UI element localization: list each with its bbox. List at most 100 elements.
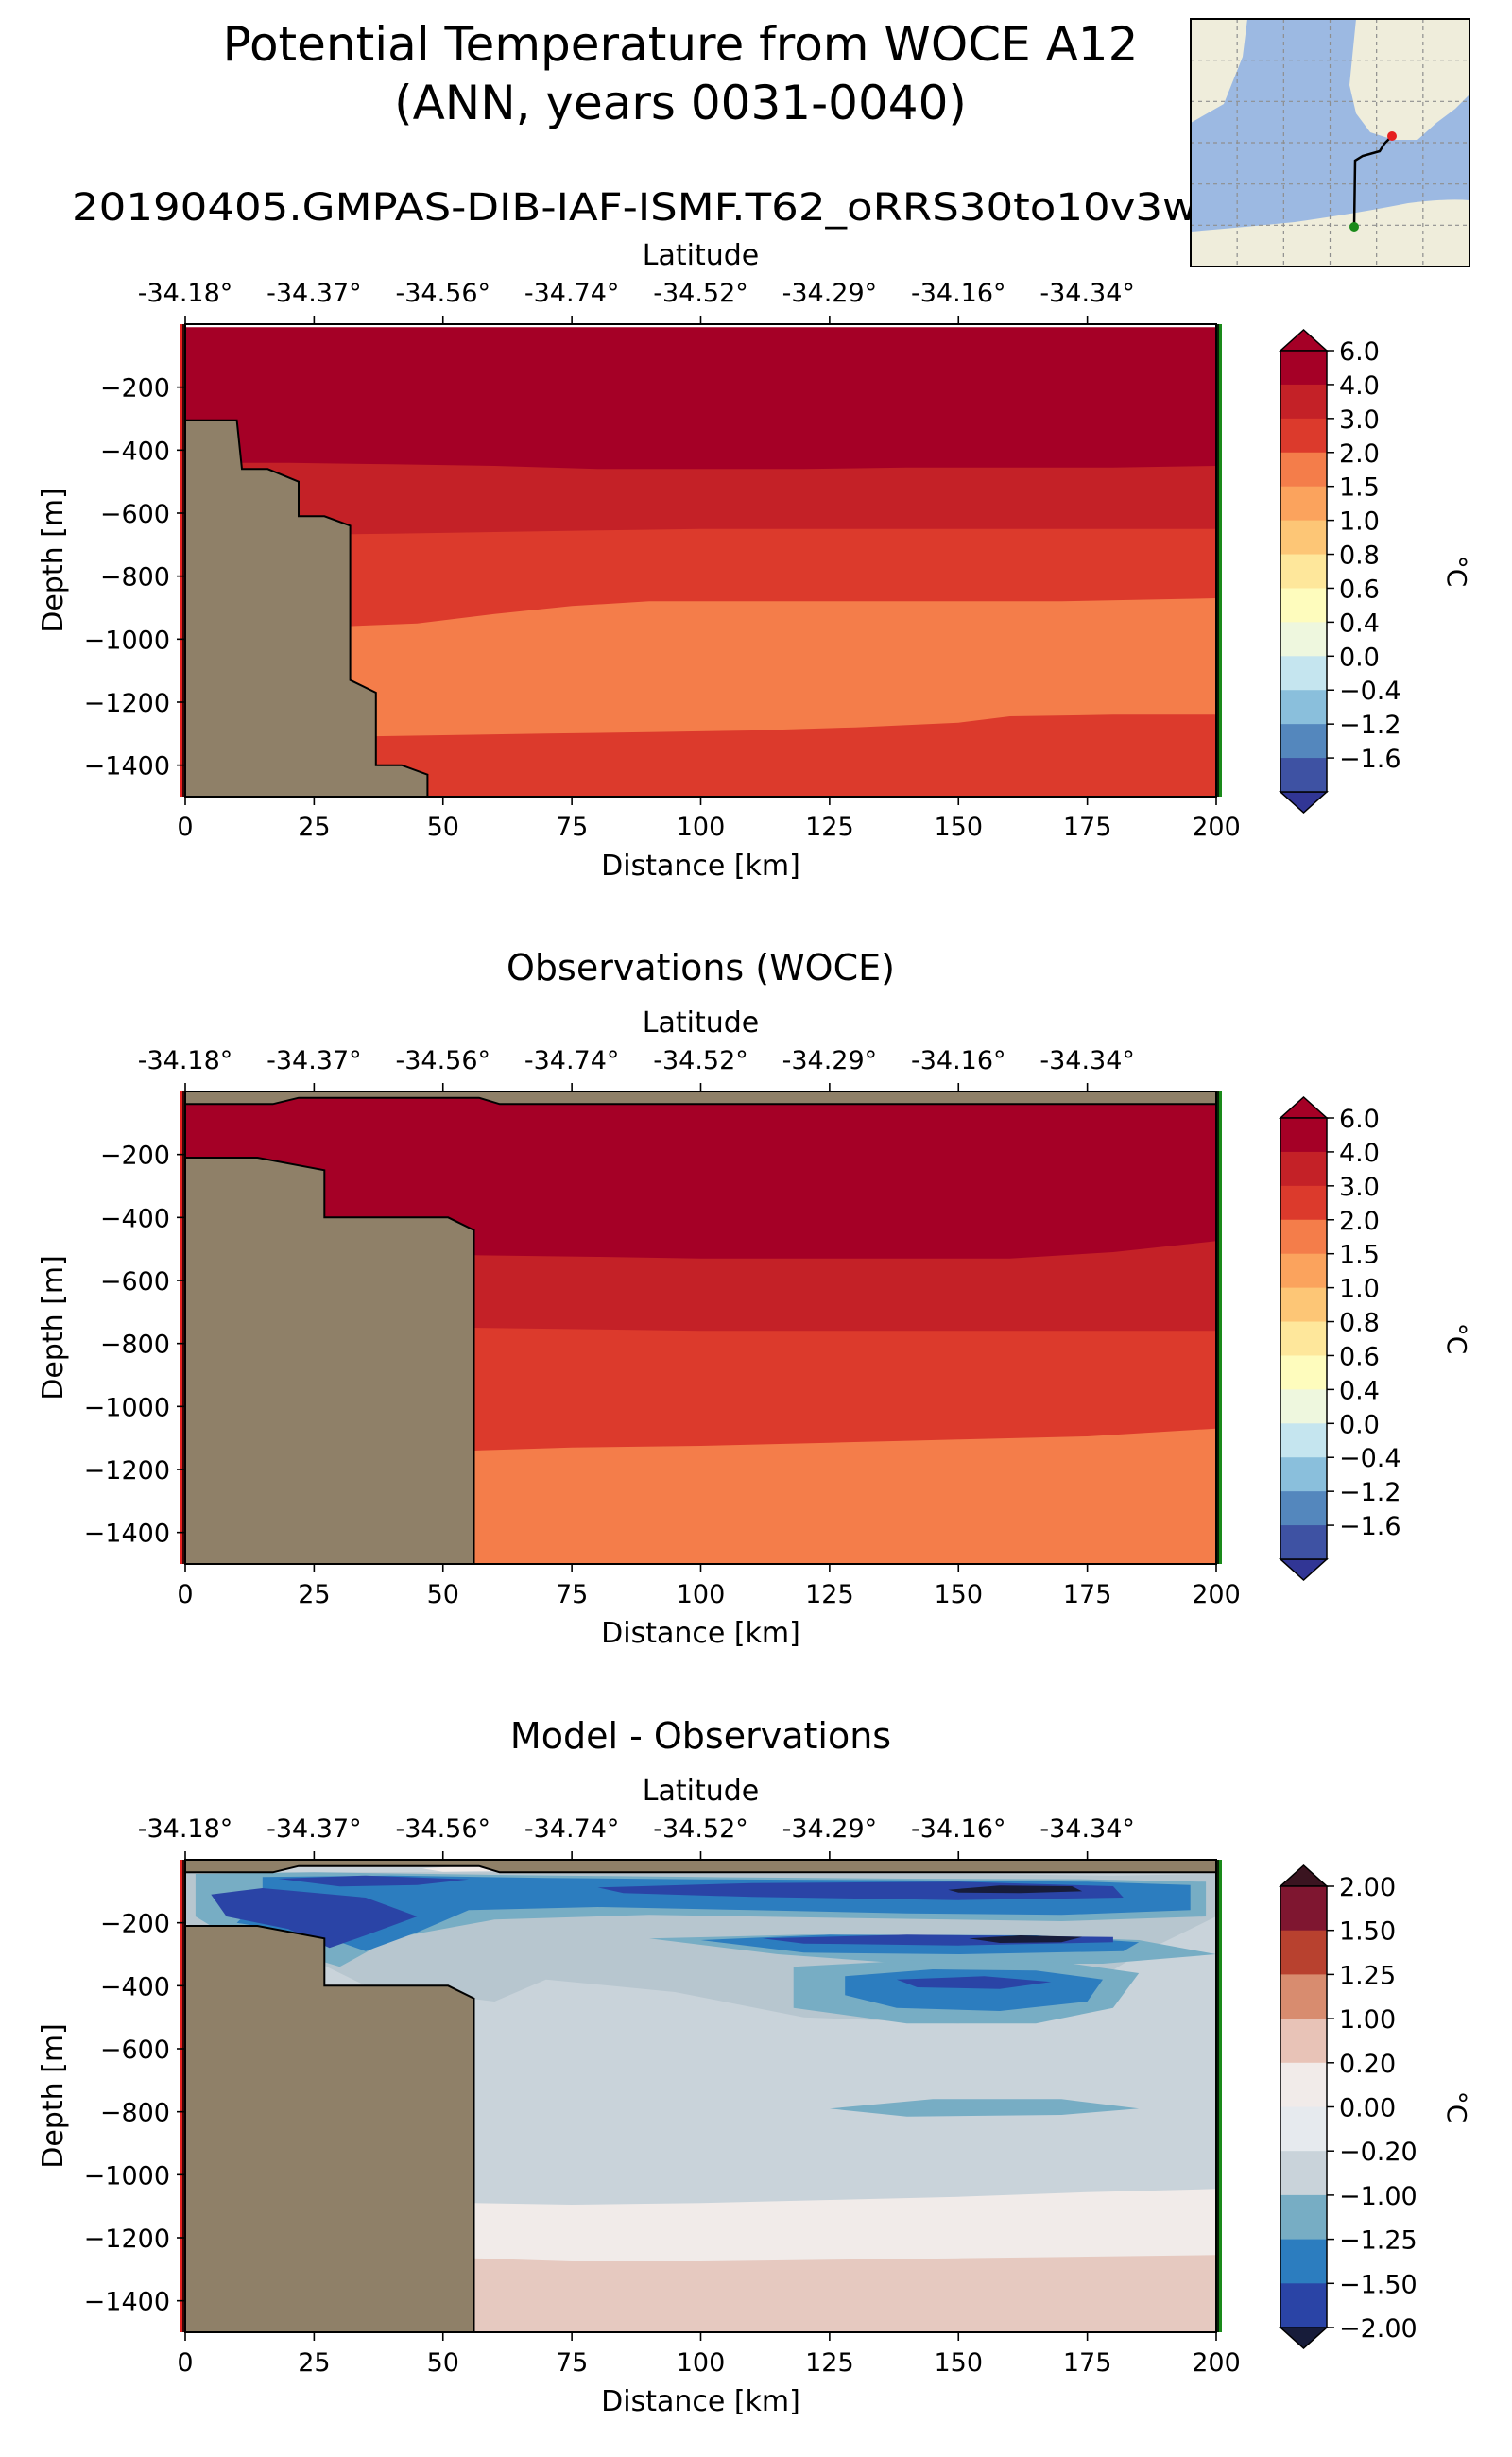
- plot-area: [185, 327, 1216, 797]
- y-tick-label: −1200: [84, 2225, 170, 2254]
- colorbar-tick-label: 3.0: [1339, 1173, 1380, 1202]
- colorbar-swatch: [1280, 2062, 1327, 2108]
- panel-title: Observations (WOCE): [507, 947, 895, 988]
- colorbar-swatch: [1280, 622, 1327, 657]
- colorbar-tick-label: 1.5: [1339, 1241, 1380, 1270]
- colorbar-under-triangle: [1279, 1558, 1329, 1582]
- x-axis-label: Distance [km]: [601, 2385, 800, 2418]
- latitude-tick-label: -34.16°: [911, 1046, 1006, 1075]
- colorbar-tick-label: 0.0: [1339, 1410, 1380, 1439]
- colorbar-under-triangle: [1279, 2327, 1329, 2350]
- latitude-tick-label: -34.34°: [1040, 1046, 1135, 1075]
- latitude-tick-label: -34.16°: [911, 279, 1006, 308]
- land-mask-1: [185, 1860, 1216, 1874]
- x-tick-label: 25: [298, 813, 330, 842]
- top-axis-label: Latitude: [643, 239, 759, 272]
- colorbar-over-triangle: [1279, 328, 1329, 352]
- colorbar-tick-label: 0.8: [1339, 1309, 1380, 1338]
- colorbar-swatch: [1280, 2106, 1327, 2152]
- y-tick-label: −600: [100, 1267, 170, 1297]
- map-transect-start-marker: [1387, 131, 1397, 141]
- colorbar-tick-label: 0.6: [1339, 1342, 1380, 1371]
- colorbar-swatch: [1280, 1457, 1327, 1492]
- colorbar-swatch: [1280, 724, 1327, 759]
- colorbar-swatch: [1280, 2283, 1327, 2328]
- colorbar-swatch: [1280, 1287, 1327, 1323]
- colorbar-frame: [1280, 350, 1328, 793]
- colorbar: 2.00 1.50 1.25 1.00 0.20 0.00 −0.20 −1.00 −1.25 −…: [1279, 1864, 1472, 2350]
- colorbar-swatch: [1280, 2019, 1327, 2064]
- plot-area: [185, 1091, 1216, 1564]
- colorbar-tick-label: 0.6: [1339, 575, 1380, 604]
- y-tick-label: −200: [100, 1910, 170, 1939]
- x-tick-label: 100: [677, 813, 726, 842]
- y-tick-label: −200: [100, 1142, 170, 1171]
- top-axis-label: Latitude: [643, 1006, 759, 1040]
- colorbar-tick-label: 0.4: [1339, 1376, 1380, 1405]
- y-tick-label: −1000: [84, 2161, 170, 2191]
- latitude-tick-label: -34.34°: [1040, 1814, 1135, 1844]
- latitude-tick-label: -34.56°: [395, 1046, 490, 1075]
- colorbar: 6.0 4.0 3.0 2.0 1.5 1.0 0.8 0.6 0.4 0.0 −0.4 −1.2 −1…: [1279, 328, 1472, 815]
- y-axis-label: Depth [m]: [37, 488, 70, 633]
- x-tick-label: 125: [805, 1580, 854, 1609]
- y-tick-label: −200: [100, 374, 170, 404]
- plot-area: [185, 1860, 1216, 2332]
- colorbar-tick-label: 4.0: [1339, 371, 1380, 401]
- x-tick-label: 175: [1063, 2348, 1112, 2378]
- y-tick-label: −1400: [84, 752, 170, 782]
- y-tick-label: −1200: [84, 1456, 170, 1486]
- colorbar-tick-label: −0.4: [1339, 1444, 1401, 1473]
- x-tick-label: 25: [298, 2348, 330, 2378]
- x-tick-label: 25: [298, 1580, 330, 1609]
- map-frame: [1190, 18, 1470, 267]
- panel-observations: 0 25 50 75 100 125 150 175 200 Distance [km] -34.1…: [37, 947, 1472, 1650]
- land-mask-1: [185, 1091, 1216, 1106]
- x-tick-label: 150: [934, 2348, 983, 2378]
- colorbar-tick-label: 2.0: [1339, 1207, 1380, 1236]
- y-tick-label: −1000: [84, 626, 170, 655]
- y-tick-label: −800: [100, 563, 170, 593]
- colorbar-swatch: [1280, 384, 1327, 420]
- map-transect-end-marker: [1349, 222, 1359, 232]
- y-tick-label: −800: [100, 2099, 170, 2128]
- colorbar-swatch: [1280, 1185, 1327, 1221]
- x-tick-label: 75: [556, 813, 588, 842]
- contour-patch-14: [896, 1976, 1052, 1989]
- top-axis-label: Latitude: [643, 1775, 759, 1808]
- latitude-tick-label: -34.52°: [653, 1814, 748, 1844]
- colorbar-swatch: [1280, 1525, 1327, 1560]
- y-tick-label: −800: [100, 1331, 170, 1360]
- latitude-tick-label: -34.18°: [138, 1814, 233, 1844]
- colorbar-tick-label: −1.2: [1339, 1478, 1401, 1507]
- x-tick-label: 100: [677, 1580, 726, 1609]
- y-axis-label: Depth [m]: [37, 2023, 70, 2169]
- map-land-madagascar: [1432, 47, 1455, 93]
- x-axis-label: Distance [km]: [601, 1617, 800, 1650]
- colorbar-over-triangle: [1279, 1095, 1329, 1119]
- x-tick-label: 200: [1192, 813, 1241, 842]
- colorbar-tick-label: −1.00: [1339, 2182, 1418, 2211]
- x-tick-label: 0: [177, 813, 193, 842]
- colorbar-tick-label: 0.20: [1339, 2050, 1396, 2079]
- colorbar-frame: [1280, 1117, 1328, 1560]
- contour-patch-11: [211, 1888, 418, 1949]
- colorbar-swatch: [1280, 656, 1327, 691]
- colorbar-swatch: [1280, 351, 1327, 386]
- x-tick-label: 150: [934, 813, 983, 842]
- colorbar-tick-label: 1.0: [1339, 1275, 1380, 1304]
- colorbar-swatch: [1280, 1355, 1327, 1390]
- latitude-tick-label: -34.37°: [266, 279, 362, 308]
- panel-model: 0 25 50 75 100 125 150 175 200 Distance [km] -34.1…: [37, 239, 1472, 883]
- colorbar-tick-label: −0.4: [1339, 677, 1401, 706]
- colorbar-tick-label: 6.0: [1339, 337, 1380, 367]
- colorbar-swatch: [1280, 1151, 1327, 1187]
- contour-patch-6: [829, 2099, 1140, 2117]
- latitude-tick-label: -34.18°: [138, 279, 233, 308]
- colorbar-swatch: [1280, 554, 1327, 590]
- colorbar-swatch: [1280, 1930, 1327, 1975]
- latitude-tick-label: -34.74°: [524, 1046, 620, 1075]
- colorbar-tick-label: −1.2: [1339, 711, 1401, 740]
- contour-band-4: [185, 714, 1216, 797]
